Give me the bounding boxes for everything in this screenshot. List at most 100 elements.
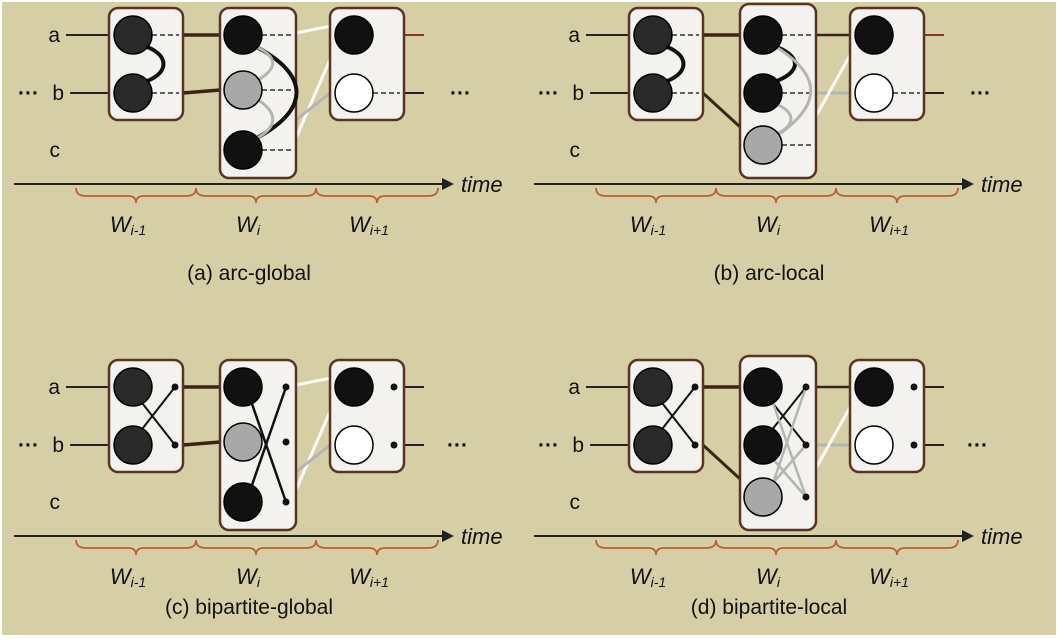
row-label-a: a [568,24,580,47]
window-label-2: Wi+1 [349,212,389,238]
dot-wip1-a [390,383,398,391]
window-label-main: W [236,212,259,237]
right-ellipsis: ··· [447,434,468,457]
time-axis-arrowhead [442,530,454,542]
window-label-main: W [756,564,779,589]
window-label-sub: i-1 [651,222,667,238]
window-label-1: Wi [236,564,261,590]
row-label-c: c [50,491,61,514]
time-label: time [461,172,503,197]
panel-caption: (c) bipartite-global [165,596,333,619]
dot-wi-b [802,441,810,449]
window-label-main: W [110,564,133,589]
row-label-c: c [570,139,581,162]
left-ellipsis: ··· [538,434,559,457]
dot-wip1-a [910,383,918,391]
window-label-1: Wi [236,212,261,238]
cross-wim1-ba [658,386,696,434]
window-label-main: W [869,564,892,589]
node-wi-c [223,482,263,522]
cross-wim1-ba [138,386,176,434]
node-wi-a [223,15,263,55]
node-wi-c [743,477,783,517]
window-label-main: W [756,212,779,237]
node-wip1-a [854,15,894,55]
row-label-b: b [52,434,64,457]
node-wip1-b [854,425,894,465]
dot-wim1-a [691,383,699,391]
link-wim1-wi-b [182,440,221,447]
brace-window-0 [595,187,717,204]
row-label-a: a [48,376,60,399]
node-wi-b [743,73,783,113]
dot-wi-a [282,383,290,391]
window-label-sub: i+1 [890,222,909,238]
time-axis-arrowhead [962,530,974,542]
node-wi-a [223,367,263,407]
brace-window-2 [835,539,959,556]
node-wim1-b [633,425,673,465]
window-label-2: Wi+1 [869,564,909,590]
node-wi-a [743,367,783,407]
node-wim1-b [633,73,673,113]
dot-wip1-b [390,441,398,449]
row-label-c: c [50,139,61,162]
dot-wim1-b [691,441,699,449]
window-label-main: W [630,212,653,237]
node-wip1-a [334,367,374,407]
time-label: time [981,172,1023,197]
node-wi-b [223,70,263,110]
brace-window-0 [75,539,197,556]
window-label-0: Wi-1 [630,212,666,238]
node-wim1-a [113,15,153,55]
node-wip1-a [334,15,374,55]
brace-window-2 [315,539,439,556]
window-label-0: Wi-1 [630,564,666,590]
cross-wi-bc [772,458,807,498]
window-label-sub: i+1 [370,574,389,590]
panel-caption: (a) arc-global [187,262,311,285]
node-wip1-b [334,425,374,465]
arc-wim1 [140,43,166,85]
node-wim1-b [113,73,153,113]
brace-window-1 [195,539,317,556]
right-ellipsis: ··· [970,82,991,105]
time-label: time [981,524,1023,549]
dot-wi-c [802,493,810,501]
row-label-b: b [52,82,64,105]
time-axis-arrowhead [962,178,974,190]
node-wi-c [223,130,263,170]
window-label-sub: i-1 [131,574,147,590]
dot-wim1-b [171,441,179,449]
window-label-2: Wi+1 [349,564,389,590]
cross-wi-ba [770,386,807,432]
node-wi-a [743,15,783,55]
window-label-1: Wi [756,564,781,590]
window-label-sub: i+1 [890,574,909,590]
window-label-0: Wi-1 [110,564,146,590]
brace-window-1 [715,187,837,204]
panel-c: a b c ··· ··· time Wi-1 Wi Wi+1 (c) bipartite-glo… [14,358,503,619]
row-label-c: c [570,491,581,514]
node-wim1-a [633,367,673,407]
row-label-a: a [48,24,60,47]
cross-wi-ac [771,402,808,498]
panel-caption: (d) bipartite-local [691,596,847,619]
window-label-2: Wi+1 [869,212,909,238]
brace-window-1 [195,187,317,204]
row-label-b: b [572,82,584,105]
brace-window-2 [315,187,439,204]
right-ellipsis: ··· [450,82,471,105]
dot-wi-b [282,438,290,446]
link-wi-wip1-b [295,91,331,122]
time-label: time [461,524,503,549]
brace-window-0 [595,539,717,556]
left-ellipsis: ··· [538,82,559,105]
cross-wi-cb [772,444,807,484]
left-ellipsis: ··· [18,434,39,457]
cross-wim1-ab [658,398,696,446]
row-label-b: b [572,434,584,457]
